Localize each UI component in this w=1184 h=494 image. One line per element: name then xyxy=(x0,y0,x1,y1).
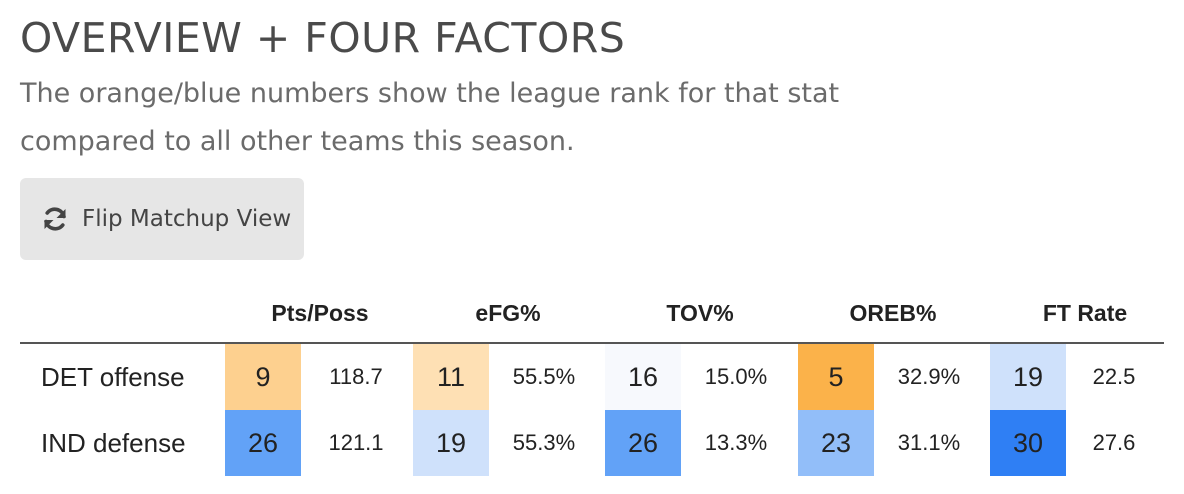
rank-cell: 26 xyxy=(605,410,681,476)
value-cell: 13.3% xyxy=(704,430,768,455)
value-cell: 55.5% xyxy=(512,364,576,389)
page-title: OVERVIEW + FOUR FACTORS xyxy=(20,14,626,62)
value-cell: 27.6 xyxy=(1092,430,1136,455)
refresh-icon xyxy=(40,204,70,234)
value-cell: 15.0% xyxy=(704,364,768,389)
value-cell: 31.1% xyxy=(897,430,961,455)
rank-cell: 19 xyxy=(990,344,1066,410)
value-cell: 118.7 xyxy=(329,364,383,389)
column-header-ft-rate: FT Rate xyxy=(1042,300,1128,326)
rank-cell: 11 xyxy=(413,344,489,410)
row-label: DET offense xyxy=(41,362,185,392)
value-cell: 121.1 xyxy=(328,430,384,455)
column-header-tov: TOV% xyxy=(666,300,734,326)
row-label: IND defense xyxy=(41,428,186,458)
four-factors-table: Pts/Poss eFG% TOV% OREB% FT Rate DET off… xyxy=(20,296,1164,476)
flip-matchup-button[interactable]: Flip Matchup View xyxy=(20,178,304,260)
column-header-pts-poss: Pts/Poss xyxy=(271,300,369,326)
column-header-efg: eFG% xyxy=(475,300,541,326)
table-header: Pts/Poss eFG% TOV% OREB% FT Rate xyxy=(20,296,1164,344)
value-cell: 55.3% xyxy=(512,430,576,455)
rank-cell: 30 xyxy=(990,410,1066,476)
rank-cell: 26 xyxy=(225,410,301,476)
column-header-oreb: OREB% xyxy=(849,300,937,326)
rank-cell: 23 xyxy=(798,410,874,476)
page-subtitle: The orange/blue numbers show the league … xyxy=(20,78,840,157)
flip-matchup-label: Flip Matchup View xyxy=(82,206,292,232)
table-row: IND defense 26 121.1 19 55.3% 26 13.3% 2… xyxy=(20,410,1164,476)
rank-cell: 9 xyxy=(225,344,301,410)
value-cell: 32.9% xyxy=(897,364,961,389)
value-cell: 22.5 xyxy=(1092,364,1136,389)
rank-cell: 19 xyxy=(413,410,489,476)
rank-cell: 5 xyxy=(798,344,874,410)
table-row: DET offense 9 118.7 11 55.5% 16 15.0% 5 … xyxy=(20,344,1164,410)
rank-cell: 16 xyxy=(605,344,681,410)
